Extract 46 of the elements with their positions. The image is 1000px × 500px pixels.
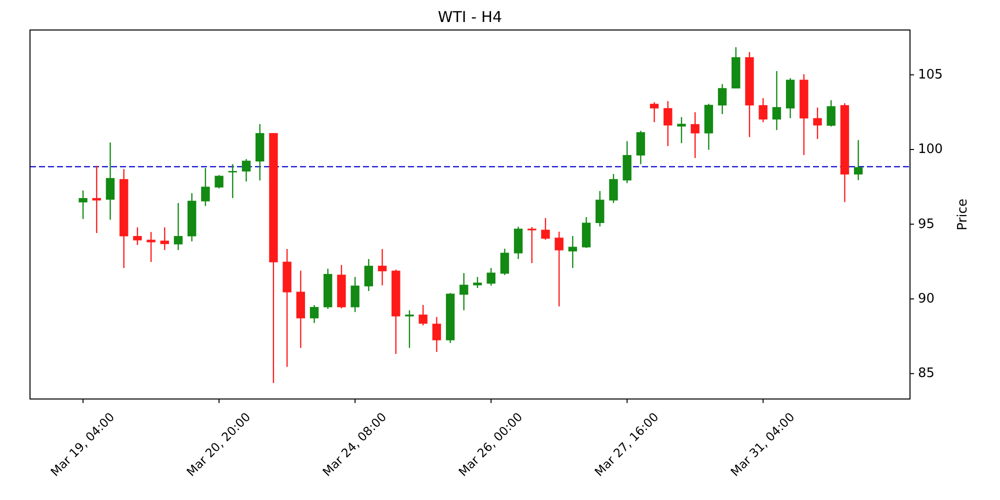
candlestick [758,98,768,123]
candlestick [568,235,578,269]
candlestick [813,106,822,140]
candlestick [432,316,442,353]
candlestick [106,142,115,220]
candlestick [541,217,550,240]
candlestick [201,167,210,207]
candlestick [146,231,156,263]
candlestick [133,226,142,246]
candlestick [854,140,863,181]
candlestick [92,165,101,234]
y-tick-label: 95 [918,216,935,232]
candlestick [718,83,727,115]
candlestick [772,70,782,131]
candlestick [350,276,360,313]
candlestick [242,158,251,182]
chart-title: WTI - H4 [438,8,502,26]
candlestick [826,100,836,128]
candlestick [486,267,496,286]
y-tick-label: 100 [918,142,943,158]
y-tick-label: 85 [918,366,935,382]
candlestick [405,310,414,349]
y-axis-title: Price [956,198,971,230]
y-tick-label: 105 [918,67,943,82]
candlestick [364,258,374,292]
candlestick [174,202,183,251]
candlestick [690,112,700,159]
candlestick [554,231,564,307]
candlestick [677,116,686,144]
candlestick [528,226,536,264]
y-tick-label: 90 [918,291,935,306]
candlestick [418,304,428,326]
candlestick [609,173,618,204]
candlestick [500,248,510,276]
candlestick [160,226,170,251]
candlestick [214,174,224,189]
candlestick [473,276,482,289]
candlestick [310,304,319,324]
candlestick [228,164,238,199]
candlestick [664,100,672,147]
candlestick [378,248,387,286]
candlestick [596,190,604,228]
candlestick [636,130,646,165]
candlestick [78,190,88,220]
candlestick [460,272,468,311]
candlestick [650,102,659,123]
